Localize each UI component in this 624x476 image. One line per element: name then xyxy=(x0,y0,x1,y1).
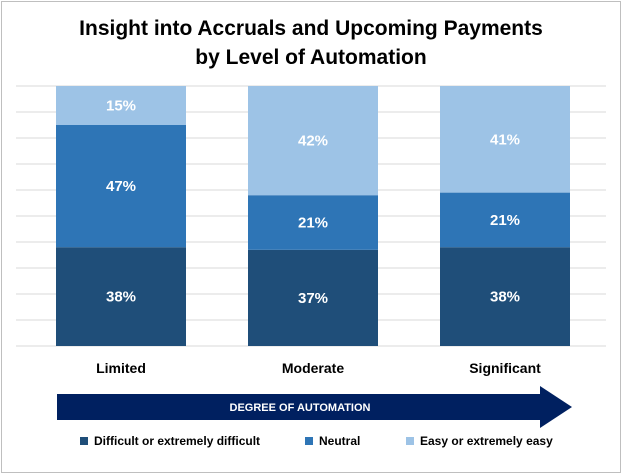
chart-title-line-2: by Level of Automation xyxy=(195,46,427,69)
legend-label-neutral: Neutral xyxy=(319,434,361,448)
legend-label-difficult: Difficult or extremely difficult xyxy=(94,434,261,448)
category-label-limited: Limited xyxy=(96,360,146,376)
bar-limited-easy xyxy=(56,86,186,125)
data-label-limited-difficult: 38% xyxy=(106,289,136,306)
legend-swatch-neutral xyxy=(305,437,313,445)
data-label-moderate-neutral: 21% xyxy=(298,215,328,232)
legend-item-easy: Easy or extremely easy xyxy=(406,434,553,448)
data-label-significant-difficult: 38% xyxy=(490,289,520,306)
data-labels: 38% 47% 15% 37% 21% 42% 38% 21% 41% xyxy=(106,98,520,307)
legend-swatch-easy xyxy=(406,437,414,445)
automation-arrow: DEGREE OF AUTOMATION xyxy=(57,386,572,428)
bar-significant-neutral xyxy=(440,192,570,248)
legend-item-neutral: Neutral xyxy=(305,434,360,448)
data-label-limited-easy: 15% xyxy=(106,98,136,115)
legend: Difficult or extremely difficult Neutral… xyxy=(0,434,622,454)
data-label-significant-neutral: 21% xyxy=(490,212,520,229)
legend-item-difficult: Difficult or extremely difficult xyxy=(80,434,260,448)
data-label-significant-easy: 41% xyxy=(490,131,520,148)
bar-significant-easy xyxy=(440,86,570,193)
category-label-moderate: Moderate xyxy=(282,360,344,376)
category-labels: Limited Moderate Significant xyxy=(96,360,541,376)
category-label-significant: Significant xyxy=(469,360,541,376)
bars xyxy=(56,86,570,346)
bar-moderate-difficult xyxy=(248,249,378,346)
bar-limited-difficult xyxy=(56,247,186,346)
legend-label-easy: Easy or extremely easy xyxy=(420,434,553,448)
bar-moderate-neutral xyxy=(248,195,378,250)
arrow-shape xyxy=(57,386,572,428)
bar-moderate-easy xyxy=(248,86,378,196)
data-label-moderate-easy: 42% xyxy=(298,133,328,150)
data-label-moderate-difficult: 37% xyxy=(298,290,328,307)
data-label-limited-neutral: 47% xyxy=(106,178,136,195)
bar-significant-difficult xyxy=(440,247,570,346)
bar-limited-neutral xyxy=(56,125,186,248)
legend-swatch-difficult xyxy=(80,437,88,445)
arrow-label: DEGREE OF AUTOMATION xyxy=(230,402,371,414)
chart-title-line-1: Insight into Accruals and Upcoming Payme… xyxy=(79,17,543,40)
chart-title: Insight into Accruals and Upcoming Payme… xyxy=(0,14,622,72)
